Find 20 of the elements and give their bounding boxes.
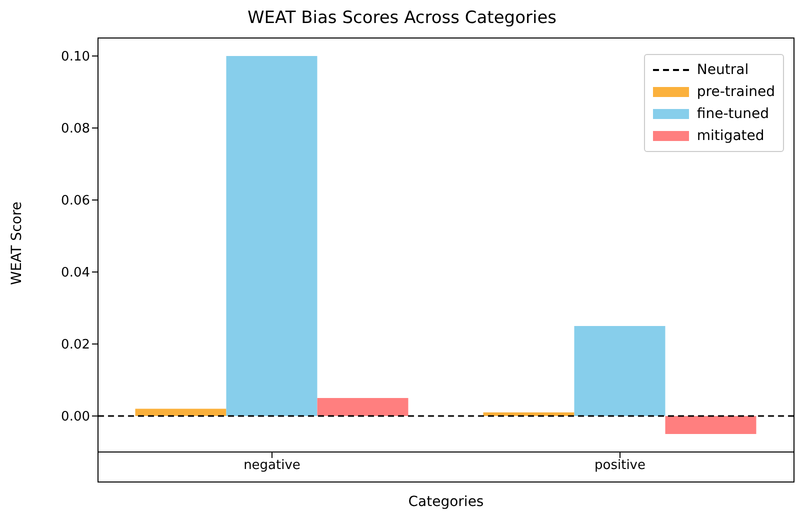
bar bbox=[135, 408, 226, 416]
x-axis-title: Categories bbox=[408, 494, 484, 510]
y-axis-title: WEAT Score bbox=[8, 202, 25, 285]
bar bbox=[226, 56, 318, 416]
legend-label: pre-trained bbox=[696, 83, 775, 102]
x-tick-label: negative bbox=[244, 458, 300, 474]
y-tick-label: 0.10 bbox=[61, 50, 90, 65]
y-tick-label: 0.04 bbox=[61, 266, 90, 281]
bar bbox=[574, 326, 666, 416]
legend-label: Neutral bbox=[696, 61, 749, 80]
chart-title: WEAT Bias Scores Across Categories bbox=[246, 8, 558, 28]
legend-label: mitigated bbox=[696, 127, 764, 146]
x-tick-label: positive bbox=[594, 458, 646, 474]
y-tick-label: 0.08 bbox=[61, 122, 90, 137]
legend-label: fine-tuned bbox=[696, 105, 769, 124]
bar bbox=[665, 416, 756, 434]
y-tick-label: 0.02 bbox=[61, 338, 90, 353]
y-tick-label: 0.06 bbox=[61, 194, 90, 209]
y-tick-label: 0.00 bbox=[61, 410, 90, 425]
bar bbox=[317, 398, 408, 416]
